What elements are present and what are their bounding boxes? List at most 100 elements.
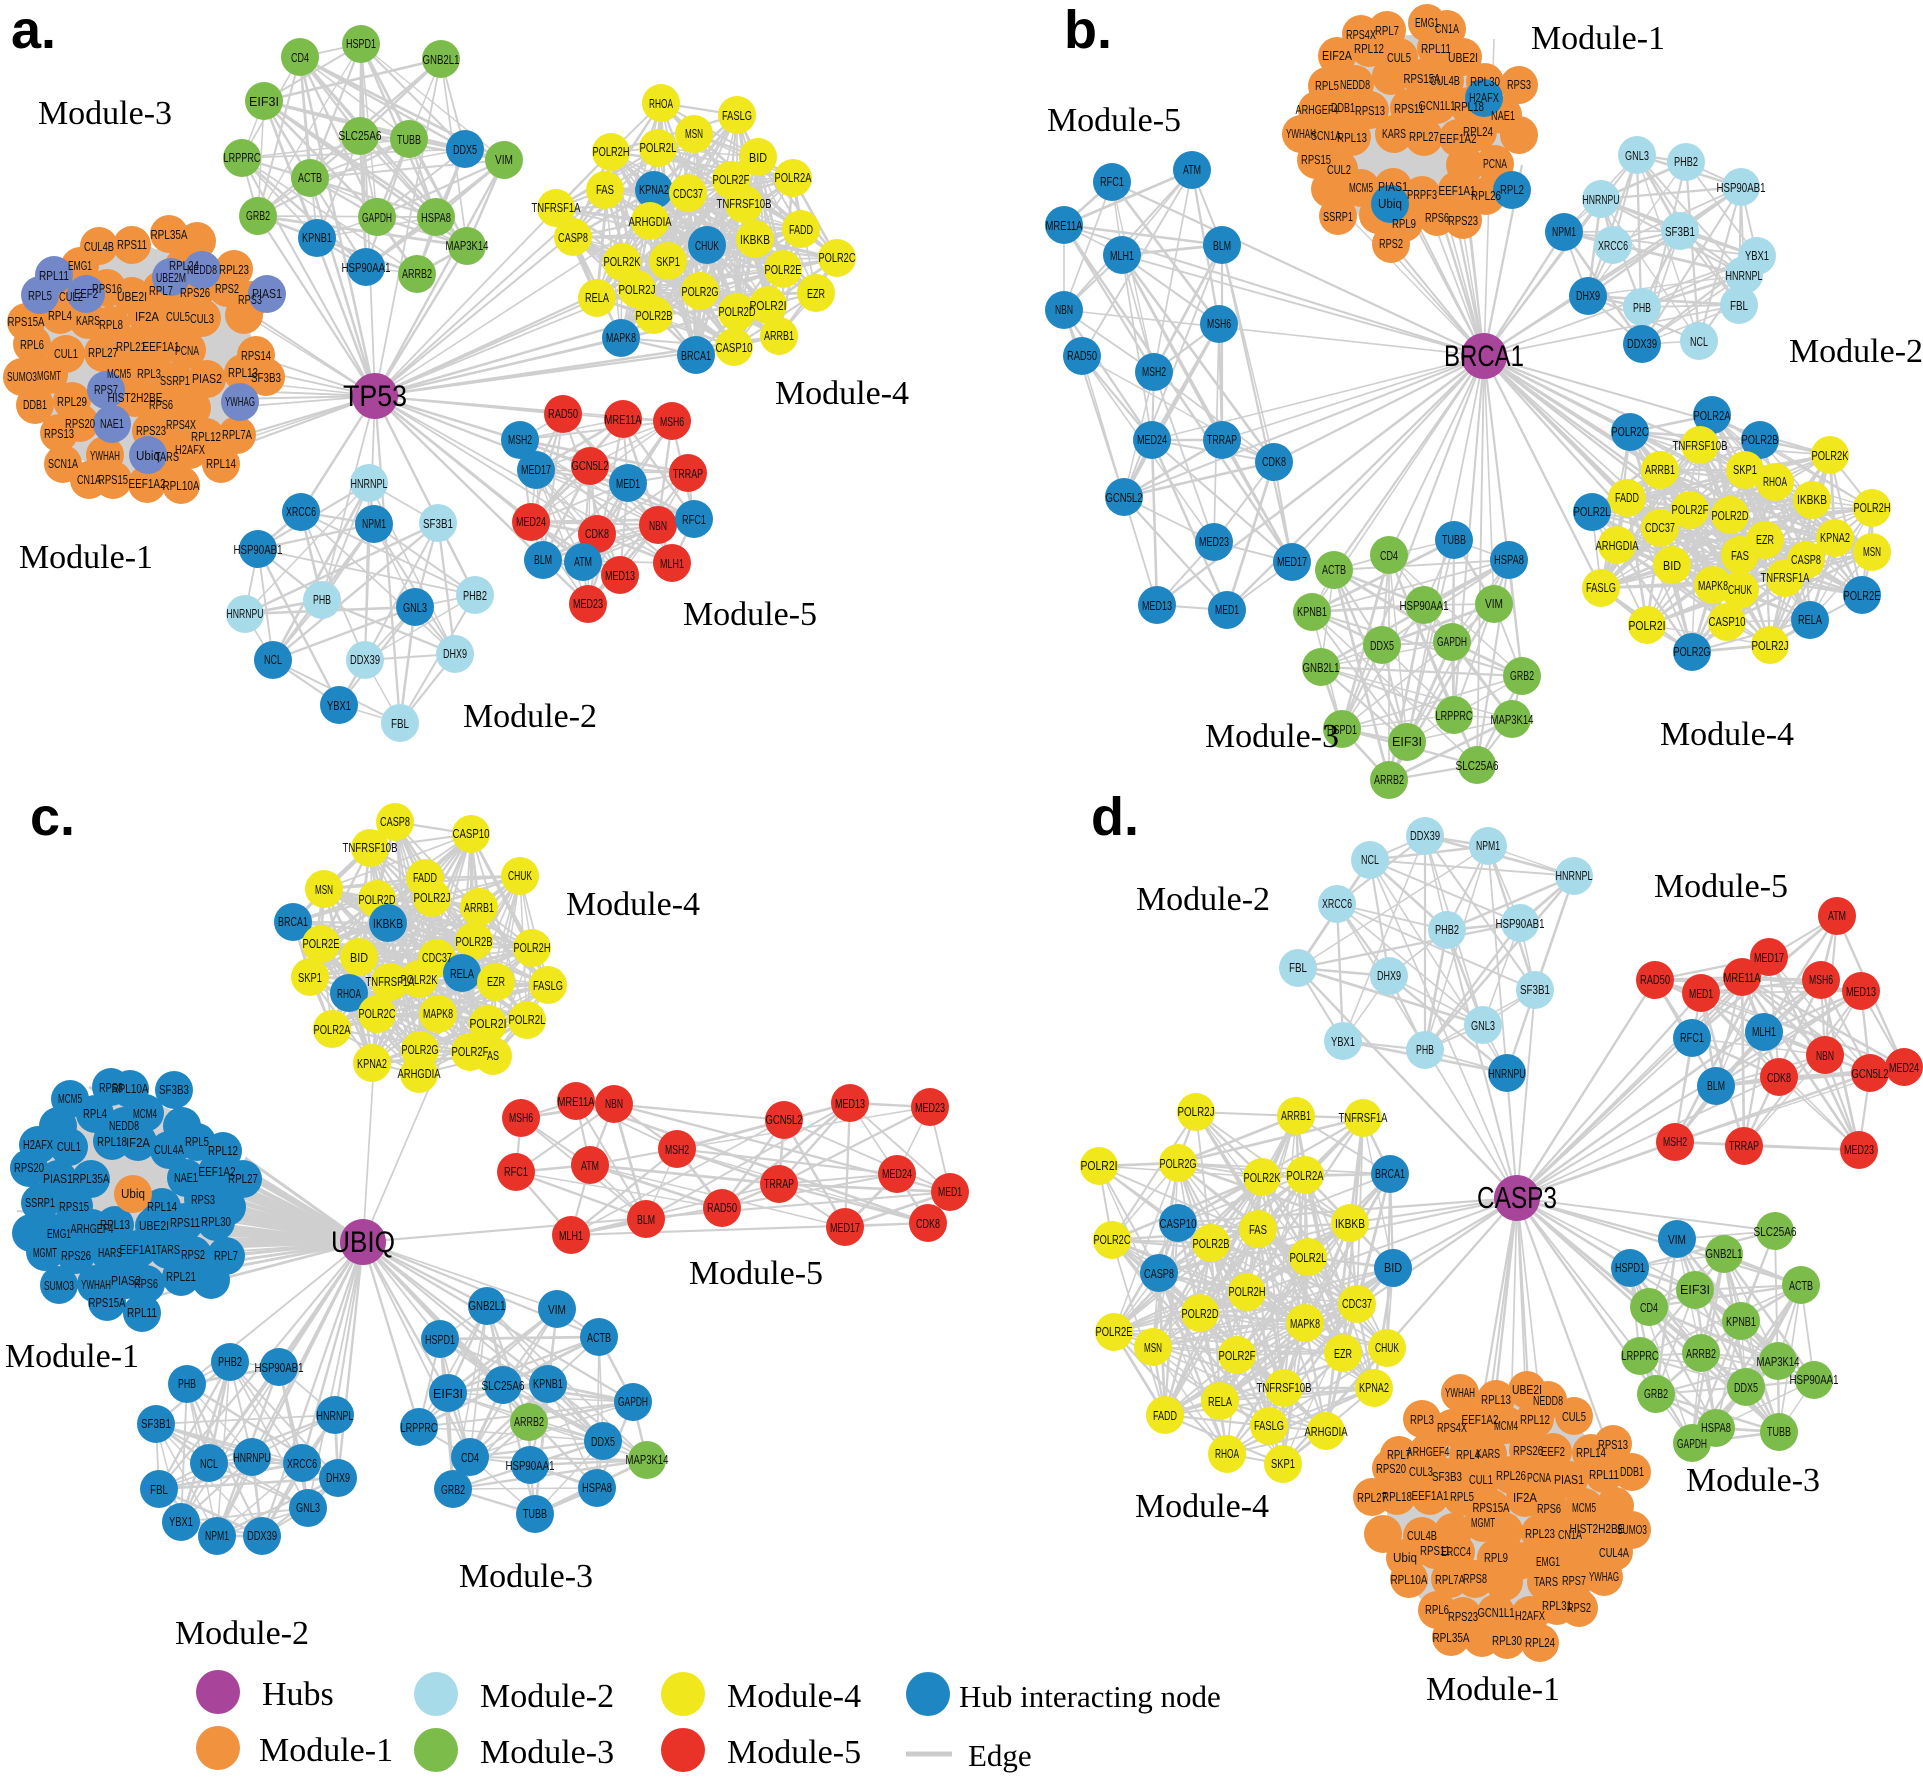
svg-text:RELA: RELA: [1208, 1394, 1232, 1409]
svg-text:HSPD1: HSPD1: [425, 1332, 455, 1347]
svg-text:MCM5: MCM5: [58, 1091, 82, 1106]
svg-text:Ubiq: Ubiq: [1393, 1550, 1417, 1565]
svg-text:VIM: VIM: [548, 1302, 566, 1317]
svg-text:PIAS2: PIAS2: [111, 1273, 141, 1288]
svg-text:RPS15: RPS15: [98, 472, 128, 487]
svg-text:HSP90AA1: HSP90AA1: [506, 1458, 555, 1473]
svg-text:MCM5: MCM5: [1349, 180, 1373, 195]
svg-text:Module-2: Module-2: [1789, 333, 1923, 370]
svg-text:KPNB1: KPNB1: [1726, 1314, 1756, 1329]
svg-text:RPL4: RPL4: [83, 1106, 107, 1121]
svg-text:RPS2: RPS2: [1379, 236, 1403, 251]
svg-text:IF2A: IF2A: [1513, 1490, 1537, 1505]
svg-text:SF3B3: SF3B3: [1432, 1469, 1462, 1484]
svg-text:GRB2: GRB2: [1510, 668, 1534, 683]
svg-text:POLR2H: POLR2H: [593, 144, 630, 159]
svg-text:IF2A: IF2A: [126, 1135, 150, 1150]
svg-text:IKBKB: IKBKB: [1797, 492, 1827, 507]
svg-text:RPS4X: RPS4X: [1346, 27, 1376, 42]
svg-text:POLR2A: POLR2A: [1694, 408, 1731, 423]
svg-text:MSH2: MSH2: [665, 1142, 689, 1157]
svg-text:MSN: MSN: [315, 882, 333, 897]
svg-text:Module-2: Module-2: [1136, 881, 1270, 918]
svg-text:GAPDH: GAPDH: [1437, 634, 1467, 649]
svg-text:ACTB: ACTB: [1789, 1278, 1813, 1293]
svg-text:MRE11A: MRE11A: [558, 1094, 595, 1109]
svg-text:ERCC4: ERCC4: [1441, 1544, 1471, 1559]
svg-text:XRCC6: XRCC6: [1322, 896, 1352, 911]
svg-text:RPL21: RPL21: [116, 339, 146, 354]
svg-text:HSPD1: HSPD1: [1615, 1260, 1645, 1275]
svg-text:MRE11A: MRE11A: [1046, 218, 1083, 233]
svg-text:TNFRSF10B: TNFRSF10B: [1257, 1380, 1312, 1395]
svg-text:PHB: PHB: [1416, 1042, 1434, 1057]
svg-text:TRRAP: TRRAP: [1207, 432, 1237, 447]
svg-text:NPM1: NPM1: [205, 1528, 229, 1543]
svg-text:LRPPRC: LRPPRC: [224, 150, 261, 165]
svg-text:RFC1: RFC1: [682, 512, 706, 527]
svg-text:RPL7: RPL7: [149, 283, 173, 298]
svg-text:EZR: EZR: [1756, 532, 1774, 547]
svg-text:CDC37: CDC37: [422, 950, 452, 965]
svg-text:RPL2: RPL2: [1500, 182, 1524, 197]
svg-text:RPL11: RPL11: [127, 1305, 157, 1320]
svg-text:BID: BID: [749, 150, 767, 165]
svg-text:RPL13: RPL13: [1481, 1392, 1511, 1407]
svg-text:MCM4: MCM4: [133, 1106, 157, 1121]
svg-text:POLR2D: POLR2D: [1182, 1306, 1219, 1321]
svg-text:SKP1: SKP1: [1271, 1456, 1295, 1471]
svg-text:NBN: NBN: [1816, 1048, 1834, 1063]
svg-text:POLR2L: POLR2L: [640, 140, 677, 155]
svg-text:FADD: FADD: [1615, 490, 1639, 505]
svg-text:BLM: BLM: [534, 552, 552, 567]
svg-text:NAE1: NAE1: [100, 416, 124, 431]
svg-text:Hub interacting node: Hub interacting node: [959, 1679, 1221, 1714]
svg-text:Edge: Edge: [968, 1738, 1032, 1773]
svg-text:LRPPRC: LRPPRC: [401, 1420, 438, 1435]
svg-text:RHOA: RHOA: [337, 986, 361, 1001]
svg-text:HSP90AB1: HSP90AB1: [1717, 180, 1766, 195]
svg-text:Module-3: Module-3: [480, 1734, 614, 1771]
svg-text:MRE11A: MRE11A: [1724, 970, 1761, 985]
svg-text:ARRB2: ARRB2: [402, 266, 432, 281]
svg-text:ARRB1: ARRB1: [464, 900, 494, 915]
svg-text:CUL1: CUL1: [54, 346, 78, 361]
svg-text:MED24: MED24: [882, 1166, 912, 1181]
svg-text:NEDD8: NEDD8: [1340, 77, 1370, 92]
svg-text:YBX1: YBX1: [327, 698, 351, 713]
svg-text:MED23: MED23: [915, 1100, 945, 1115]
svg-text:MED13: MED13: [1142, 598, 1172, 613]
svg-text:Module-5: Module-5: [727, 1734, 861, 1771]
svg-text:YWHAG: YWHAG: [225, 394, 255, 409]
svg-text:MSH6: MSH6: [509, 1110, 533, 1125]
svg-text:CUL4B: CUL4B: [84, 239, 114, 254]
svg-text:RPL30: RPL30: [1492, 1633, 1522, 1648]
svg-text:ARRB1: ARRB1: [1281, 1108, 1311, 1123]
svg-text:ARHGEF4: ARHGEF4: [71, 1221, 114, 1236]
svg-text:NBN: NBN: [605, 1096, 623, 1111]
svg-text:MED1: MED1: [1689, 986, 1713, 1001]
svg-text:ARHGEF4: ARHGEF4: [1407, 1444, 1450, 1459]
svg-text:RELA: RELA: [450, 966, 474, 981]
svg-text:Module-1: Module-1: [5, 1338, 139, 1375]
svg-text:DDB1: DDB1: [1331, 100, 1355, 115]
svg-text:CD4: CD4: [1380, 548, 1398, 563]
svg-text:RPS15A: RPS15A: [1473, 1500, 1510, 1515]
svg-text:YWHAG: YWHAG: [1589, 1569, 1619, 1584]
svg-text:BLM: BLM: [1707, 1078, 1725, 1093]
svg-text:FBL: FBL: [391, 716, 409, 731]
svg-text:RFC1: RFC1: [1100, 174, 1124, 189]
svg-text:Module-4: Module-4: [566, 886, 700, 923]
svg-text:HNRNPU: HNRNPU: [1489, 1066, 1526, 1081]
svg-text:CDK8: CDK8: [585, 526, 609, 541]
svg-text:POLR2C: POLR2C: [1094, 1232, 1131, 1247]
svg-text:RPL13: RPL13: [1337, 130, 1367, 145]
svg-text:KARS: KARS: [76, 313, 100, 328]
svg-text:EMG1: EMG1: [68, 258, 92, 273]
svg-text:FBL: FBL: [1730, 298, 1748, 313]
svg-text:CASP3: CASP3: [1477, 1180, 1557, 1215]
svg-text:EEF1A1: EEF1A1: [1439, 183, 1476, 198]
svg-text:RPL12: RPL12: [1520, 1412, 1550, 1427]
svg-text:PIAS2: PIAS2: [192, 371, 222, 386]
svg-text:KPNA2: KPNA2: [639, 182, 669, 197]
